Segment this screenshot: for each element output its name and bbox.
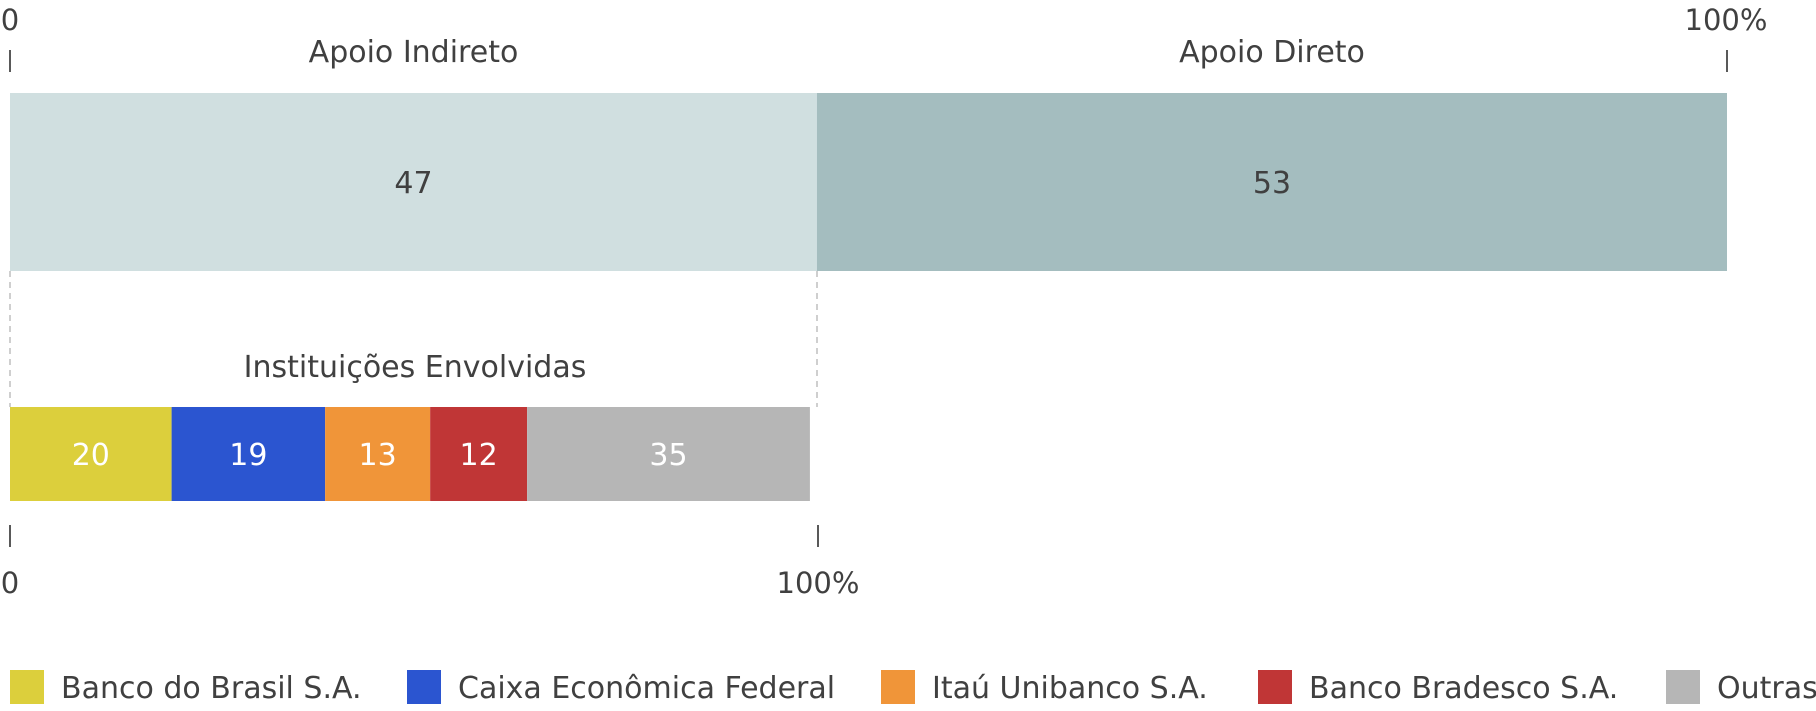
institutions-title: Instituições Envolvidas	[244, 350, 587, 385]
bottom-axis: 0 100%	[1, 525, 860, 600]
bar-caixa-economica-federal	[171, 407, 326, 501]
value-label-apoio-direto: 53	[1253, 166, 1291, 201]
bar-banco-bradesco-s-a	[430, 407, 528, 501]
top-axis-min-label: 0	[1, 3, 19, 37]
legend-label-itau-unibanco-s-a: Itaú Unibanco S.A.	[932, 671, 1208, 706]
legend: Banco do Brasil S.A. Caixa Econômica Fede…	[10, 670, 1816, 706]
bottom-stacked-bar: 20 19 13 12 35	[10, 407, 810, 501]
top-axis-max-label: 100%	[1685, 3, 1768, 37]
legend-swatch-banco-bradesco-s-a	[1258, 670, 1292, 704]
category-label-apoio-indireto: Apoio Indireto	[309, 35, 519, 70]
bar-banco-do-brasil-s-a	[10, 407, 172, 501]
legend-label-banco-do-brasil-s-a: Banco do Brasil S.A.	[61, 671, 362, 706]
bottom-axis-max-label: 100%	[777, 566, 860, 600]
value-label-banco-bradesco-s-a: 12	[460, 438, 498, 473]
bottom-axis-min-label: 0	[1, 566, 19, 600]
value-label-caixa-economica-federal: 19	[229, 438, 267, 473]
top-axis: 0 100%	[1, 3, 1768, 72]
category-label-apoio-direto: Apoio Direto	[1179, 35, 1365, 70]
value-label-outras: 35	[649, 438, 687, 473]
bar-apoio-direto	[816, 93, 1727, 271]
legend-swatch-banco-do-brasil-s-a	[10, 670, 44, 704]
bar-outras	[527, 407, 810, 501]
legend-label-caixa-economica-federal: Caixa Econômica Federal	[458, 671, 835, 706]
value-label-apoio-indireto: 47	[394, 166, 432, 201]
legend-swatch-itau-unibanco-s-a	[881, 670, 915, 704]
bar-apoio-indireto	[10, 93, 817, 271]
legend-label-outras: Outras	[1717, 671, 1816, 706]
legend-swatch-caixa-economica-federal	[407, 670, 441, 704]
value-label-banco-do-brasil-s-a: 20	[72, 438, 110, 473]
bar-itau-unibanco-s-a	[325, 407, 431, 501]
legend-label-banco-bradesco-s-a: Banco Bradesco S.A.	[1309, 671, 1618, 706]
value-label-itau-unibanco-s-a: 13	[359, 438, 397, 473]
top-stacked-bar: Apoio Indireto 47 Apoio Direto 53	[10, 35, 1727, 271]
legend-swatch-outras	[1666, 670, 1700, 704]
